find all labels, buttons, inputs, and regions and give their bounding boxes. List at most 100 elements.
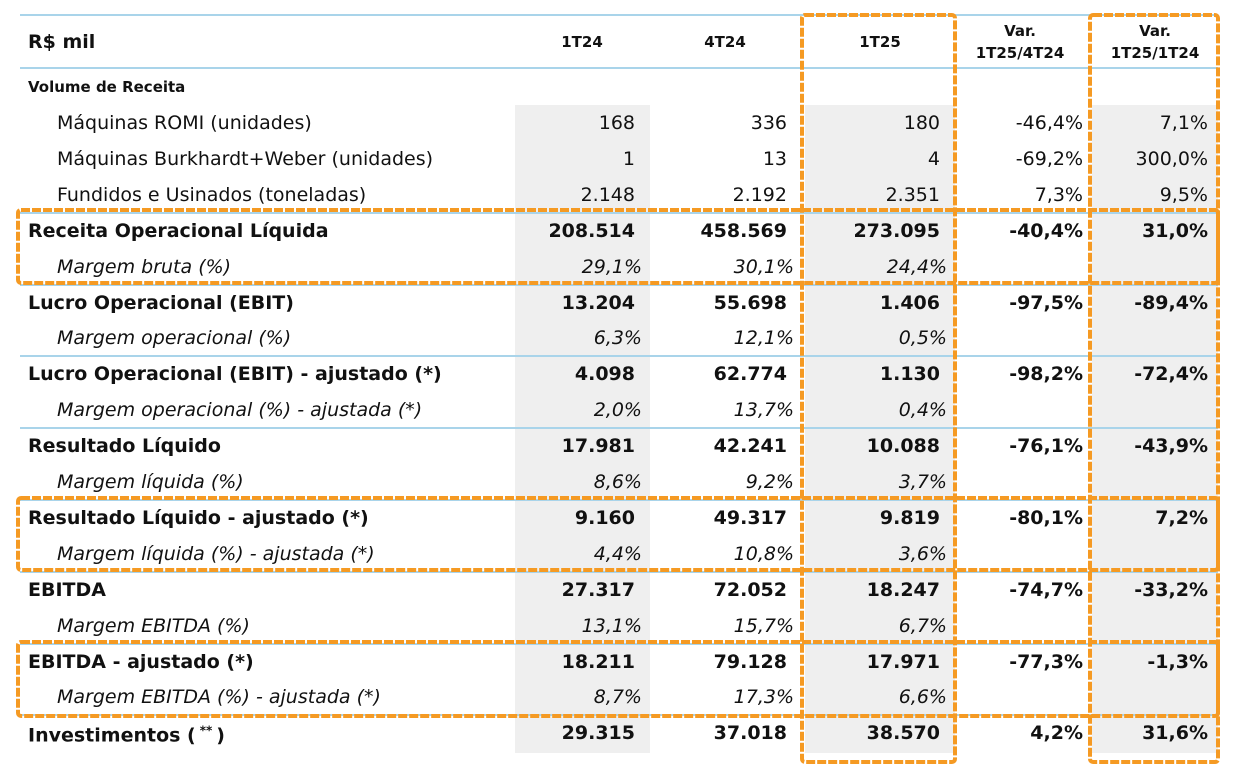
row-label: Máquinas ROMI (unidades) xyxy=(57,112,312,134)
label-part: ) xyxy=(216,724,225,747)
value-cell: -97,5% xyxy=(1009,291,1083,314)
value-cell: 0,5% xyxy=(898,327,947,350)
value-cell: 30,1% xyxy=(733,255,794,278)
value-cell: 336 xyxy=(750,112,787,134)
value-cell: 8,6% xyxy=(593,471,642,493)
cell: 4T24 xyxy=(704,33,746,51)
value-cell: 42.241 xyxy=(713,435,787,458)
value-cell: 29.315 xyxy=(561,722,635,745)
highlight-box xyxy=(1088,13,1220,764)
row-label: EBITDA xyxy=(28,578,106,601)
value-cell: 13,1% xyxy=(581,614,642,637)
value-cell: 1 xyxy=(622,147,635,170)
value-cell: 6,6% xyxy=(898,686,947,709)
value-cell: 0,4% xyxy=(898,399,947,422)
value-cell: 9.819 xyxy=(879,506,940,529)
value-cell: -77,3% xyxy=(1009,650,1083,673)
row-label: Margem líquida (%) - ajustada (*) xyxy=(57,542,375,565)
highlight-box xyxy=(16,208,1220,285)
value-cell: 6,7% xyxy=(898,614,947,637)
value-cell: 31,6% xyxy=(1142,722,1208,745)
value-cell: 4 xyxy=(927,147,940,170)
row-label: Lucro Operacional (EBIT) xyxy=(28,291,294,314)
cell: 1T25/4T24 xyxy=(975,44,1065,62)
row-label: Margem líquida (%) xyxy=(57,471,244,493)
highlight-box xyxy=(16,640,1220,718)
row-label: Margem EBITDA (%) xyxy=(57,614,250,637)
value-cell: -89,4% xyxy=(1134,291,1208,314)
value-cell: 10,8% xyxy=(733,542,794,565)
value-cell: 168 xyxy=(598,112,635,134)
value-cell: 49.317 xyxy=(713,506,787,529)
value-cell: 17.971 xyxy=(866,650,940,673)
value-cell: -69,2% xyxy=(1015,147,1083,170)
cell: Volume de Receita xyxy=(28,78,186,96)
value-cell: 13.204 xyxy=(561,291,635,314)
row-label: Resultado Líquido xyxy=(28,435,221,458)
value-cell: 180 xyxy=(903,112,940,134)
cell: R$ mil xyxy=(28,31,96,53)
value-cell: 72.052 xyxy=(713,578,787,601)
value-cell: 12,1% xyxy=(733,327,794,350)
value-cell: 6,3% xyxy=(593,327,642,350)
value-cell: 27.317 xyxy=(561,578,635,601)
value-cell: 13 xyxy=(762,147,787,170)
row-label: EBITDA - ajustado (*) xyxy=(28,650,254,673)
rule xyxy=(20,211,1218,214)
rule xyxy=(20,67,1218,69)
value-cell: -33,2% xyxy=(1134,578,1208,601)
value-cell: -76,1% xyxy=(1009,435,1083,458)
value-cell: 55.698 xyxy=(713,291,787,314)
value-cell: 4.098 xyxy=(574,363,635,386)
value-cell: -46,4% xyxy=(1015,112,1083,134)
label-part: Investimentos ( xyxy=(28,724,196,747)
value-cell: 3,7% xyxy=(898,471,947,493)
value-cell: 3,6% xyxy=(898,542,947,565)
value-cell: 208.514 xyxy=(548,219,635,242)
cell: 1T25 xyxy=(859,33,901,51)
value-cell: -43,9% xyxy=(1134,435,1208,458)
value-cell: 13,7% xyxy=(733,399,794,422)
highlight-box xyxy=(800,13,957,764)
value-cell: 18.247 xyxy=(866,578,940,601)
value-cell: 7,1% xyxy=(1159,112,1208,134)
value-cell: 17,3% xyxy=(733,686,794,709)
value-cell: 1.130 xyxy=(879,363,940,386)
value-cell: 8,7% xyxy=(593,686,642,709)
row-label: Fundidos e Usinados (toneladas) xyxy=(57,183,367,206)
value-cell: 300,0% xyxy=(1135,147,1208,170)
value-cell: 9,5% xyxy=(1159,183,1208,206)
value-cell: 1.406 xyxy=(879,291,940,314)
value-cell: 31,0% xyxy=(1142,219,1208,242)
row-label: Margem EBITDA (%) - ajustada (*) xyxy=(57,686,381,709)
value-cell: 18.211 xyxy=(561,650,635,673)
cell: 1T25/1T24 xyxy=(1110,44,1200,62)
value-cell: 37.018 xyxy=(713,722,787,745)
cell: 1T24 xyxy=(561,33,603,51)
value-cell: 38.570 xyxy=(866,722,940,745)
value-cell: -1,3% xyxy=(1147,650,1208,673)
rule xyxy=(20,14,1218,16)
value-cell: 24,4% xyxy=(886,255,947,278)
value-cell: 2.351 xyxy=(885,183,940,206)
value-cell: 9.160 xyxy=(574,506,635,529)
row-label: Lucro Operacional (EBIT) - ajustado (*) xyxy=(28,363,442,386)
value-cell: 17.981 xyxy=(561,435,635,458)
value-cell: 79.128 xyxy=(713,650,787,673)
value-cell: 2,0% xyxy=(593,399,642,422)
row-label: Margem operacional (%) - ajustada (*) xyxy=(57,399,423,422)
value-cell: -72,4% xyxy=(1134,363,1208,386)
value-cell: 7,3% xyxy=(1034,183,1083,206)
rule xyxy=(20,355,1218,358)
label-part: ** xyxy=(199,723,213,738)
value-cell: 15,7% xyxy=(733,614,794,637)
highlight-box xyxy=(16,496,1220,572)
value-cell: 4,2% xyxy=(1030,722,1083,745)
row-label: Margem operacional (%) xyxy=(57,327,292,350)
value-cell: 62.774 xyxy=(713,363,787,386)
value-cell: 29,1% xyxy=(581,255,642,278)
value-cell: -40,4% xyxy=(1009,219,1083,242)
row-label: Receita Operacional Líquida xyxy=(28,219,329,242)
rule xyxy=(20,427,1218,430)
